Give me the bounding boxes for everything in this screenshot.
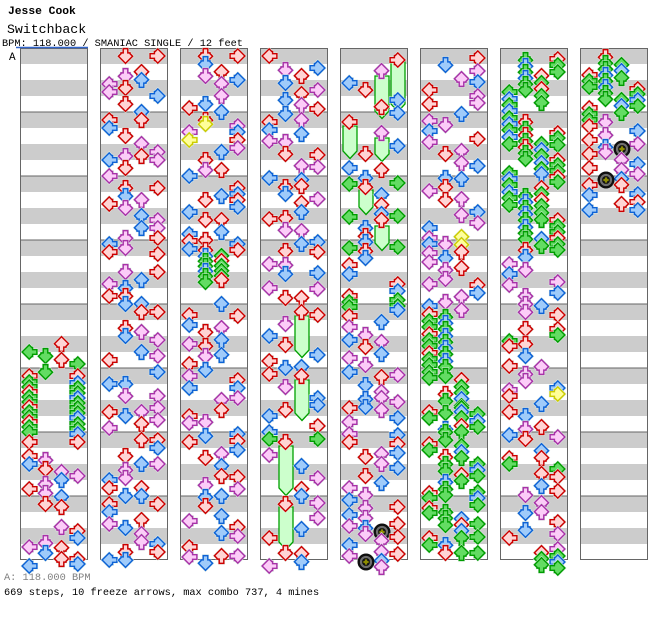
svg-text:Jesse Cook: Jesse Cook: [8, 6, 76, 18]
svg-text:A: A: [9, 52, 16, 64]
svg-text:669 steps, 10 freeze arrows, m: 669 steps, 10 freeze arrows, max combo 7…: [4, 587, 319, 599]
svg-text:Switchback: Switchback: [7, 22, 86, 37]
svg-text:A: 118.000 BPM: A: 118.000 BPM: [4, 572, 91, 584]
